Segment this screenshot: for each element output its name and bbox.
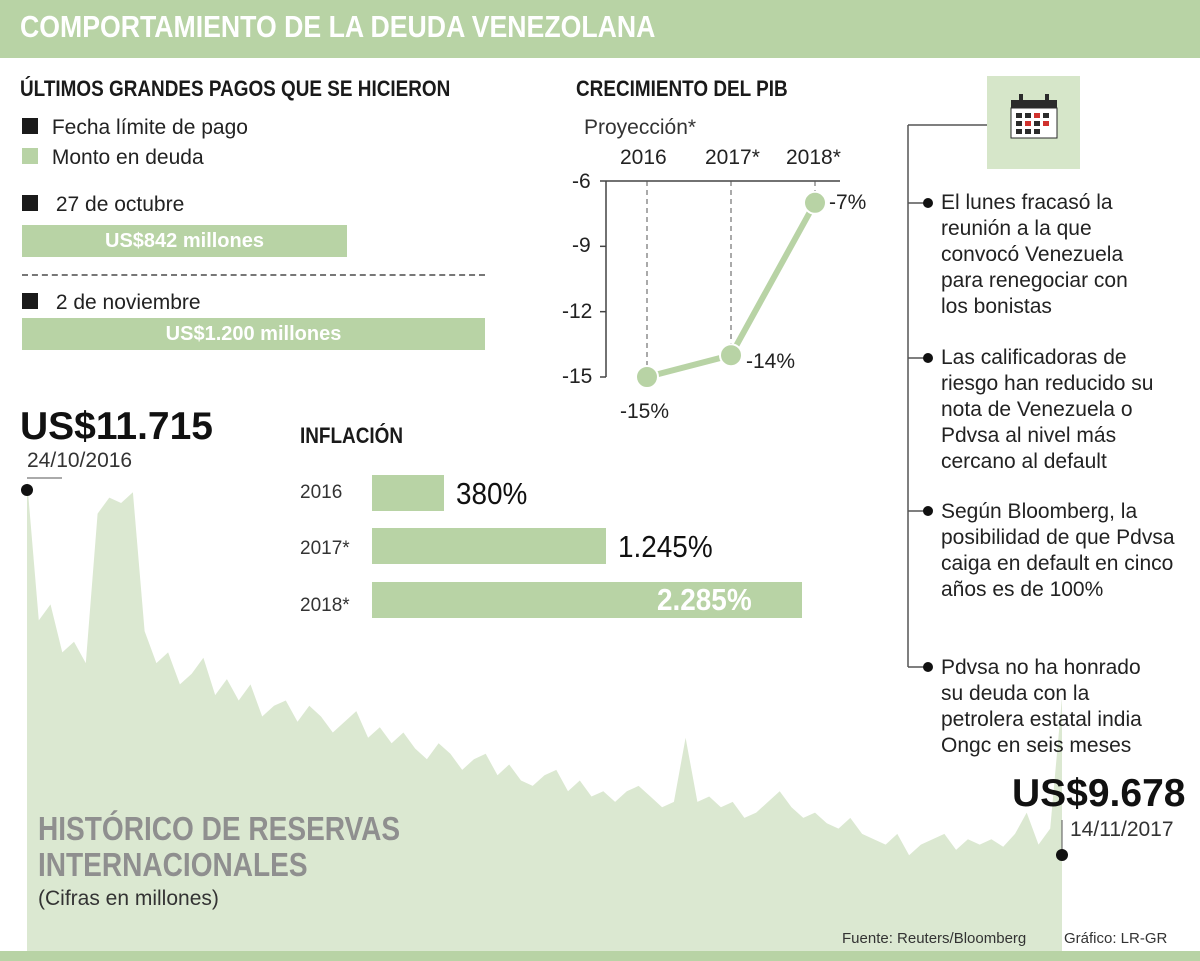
- pib-tick-2: -9: [572, 234, 591, 257]
- inflation-value-2017: 1.245%: [618, 529, 713, 564]
- footer-credit: Gráfico: LR-GR: [1064, 930, 1168, 947]
- reserves-end-value: US$9.678: [1012, 772, 1186, 815]
- reserves-area: [27, 480, 1062, 951]
- inflation-bar-2016: [372, 475, 444, 511]
- header-bar: [0, 0, 1200, 58]
- legend-item-amount: Monto en deuda: [22, 146, 204, 170]
- payment-date-marker-2: [22, 293, 38, 309]
- payments-divider: [22, 274, 485, 276]
- calendar-icon: [1010, 94, 1058, 139]
- inflation-year-3: 2018*: [300, 595, 350, 616]
- legend-label-amount: Monto en deuda: [51, 146, 204, 169]
- reserves-unit: (Cifras en millones): [38, 887, 219, 910]
- pib-label-2017: -14%: [746, 350, 796, 373]
- note-1: El lunes fracasó la reunión a la que con…: [941, 191, 1128, 318]
- pib-tick-4: -15: [562, 365, 593, 388]
- calendar-icon-box: [987, 76, 1080, 169]
- note-2: Las calificadoras de riesgo han reducido…: [941, 346, 1154, 473]
- inflation-bar-2018: [372, 582, 802, 618]
- reserves-end-date: 14/11/2017: [1070, 818, 1174, 841]
- pib-year-3: 2018*: [786, 146, 841, 169]
- footer-bar: [0, 951, 1200, 961]
- payment-amount-1: US$842 millones: [105, 230, 264, 252]
- payment-amount-2: US$1.200 millones: [165, 323, 342, 345]
- legend-label-deadline: Fecha límite de pago: [51, 116, 248, 139]
- payment-date-2: 2 de noviembre: [22, 291, 201, 315]
- pib-label-2018: -7%: [829, 191, 867, 214]
- legend-swatch-deadline: [22, 118, 38, 134]
- legend-swatch-amount: [22, 148, 38, 164]
- start-point-marker: [21, 484, 33, 496]
- reserves-title-line2: INTERNACIONALES: [38, 846, 308, 883]
- inflation-year-2: 2017*: [300, 538, 350, 559]
- footer-source: Fuente: Reuters/Bloomberg: [842, 930, 1027, 947]
- pib-title: CRECIMIENTO DEL PIB: [576, 76, 788, 101]
- payment-date-marker-1: [22, 195, 38, 211]
- legend-item-deadline: Fecha límite de pago: [22, 116, 248, 140]
- note-4: Pdvsa no ha honrado su deuda con la petr…: [941, 656, 1142, 757]
- inflation-title: INFLACIÓN: [300, 423, 403, 448]
- reserves-start-value: US$11.715: [20, 405, 214, 448]
- inflation-value-2016: 380%: [456, 476, 528, 511]
- pib-year-2: 2017*: [705, 146, 760, 169]
- payment-date-1: 27 de octubre: [22, 193, 184, 217]
- end-point-marker: [1056, 849, 1068, 861]
- inflation-bar-2017: [372, 528, 606, 564]
- pib-label-2016: -15%: [620, 400, 670, 423]
- pib-tick-1: -6: [572, 170, 591, 193]
- payment-bar-1: US$842 millones: [22, 225, 347, 257]
- payment-date-label-1: 27 de octubre: [55, 193, 185, 216]
- payment-bar-2: US$1.200 millones: [22, 318, 485, 350]
- reserves-start-date: 24/10/2016: [27, 449, 133, 472]
- reserves-title-line1: HISTÓRICO DE RESERVAS: [38, 810, 401, 847]
- payment-date-label-2: 2 de noviembre: [55, 291, 201, 314]
- inflation-year-1: 2016: [300, 482, 343, 503]
- main-title: COMPORTAMIENTO DE LA DEUDA VENEZOLANA: [20, 9, 656, 44]
- pib-tick-3: -12: [562, 300, 593, 323]
- pib-subtitle: Proyección*: [584, 116, 697, 139]
- note-3: Según Bloomberg, la posibilidad de que P…: [941, 500, 1175, 601]
- inflation-value-2018: 2.285%: [657, 582, 752, 617]
- pib-year-1: 2016: [620, 146, 667, 169]
- payments-title: ÚLTIMOS GRANDES PAGOS QUE SE HICIERON: [20, 76, 451, 101]
